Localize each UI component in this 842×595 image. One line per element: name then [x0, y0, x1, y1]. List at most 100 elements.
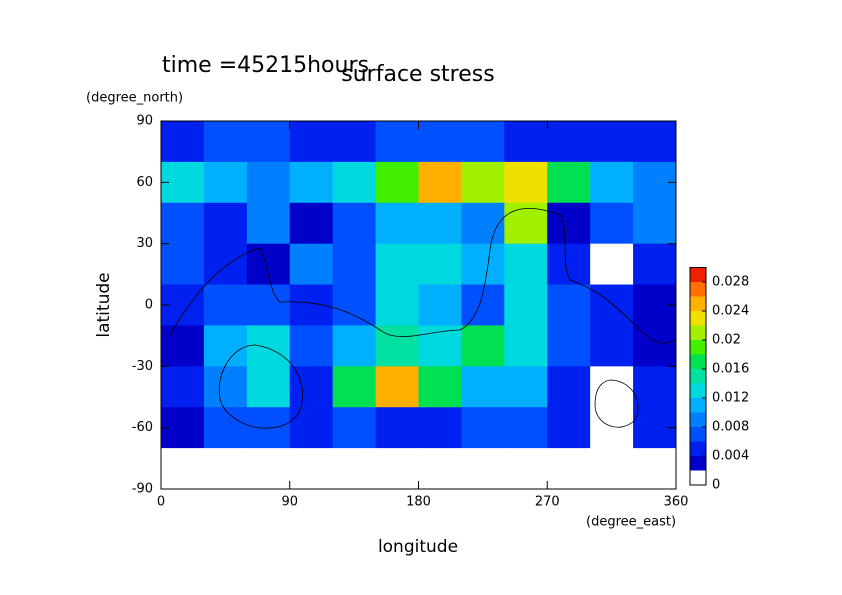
field-cell — [461, 325, 505, 367]
field-cell — [590, 325, 634, 367]
field-cell — [461, 202, 505, 245]
field-cell — [590, 448, 634, 490]
field-cell — [332, 121, 377, 163]
coastline — [594, 379, 639, 428]
field-cell — [161, 366, 205, 408]
field-cell — [418, 202, 462, 245]
field-cell — [332, 284, 377, 326]
field-cell — [590, 407, 634, 449]
y-tick-label: 90 — [136, 114, 153, 129]
field-cell — [332, 161, 377, 204]
field-cell — [375, 284, 419, 326]
field-cell — [246, 325, 291, 367]
x-tick-label: 180 — [406, 495, 431, 510]
field-cell — [375, 243, 419, 286]
field-cell — [203, 366, 248, 408]
field-cell — [633, 325, 677, 367]
field-cell — [161, 121, 205, 163]
field-cell — [547, 325, 591, 367]
y-tick-label: 0 — [145, 298, 153, 313]
field-cell — [590, 366, 634, 408]
field-cell — [289, 121, 334, 163]
field-cell — [461, 121, 505, 163]
y-tick-label: -90 — [132, 482, 153, 497]
colorbar-swatch — [690, 427, 706, 442]
field-cell — [418, 121, 462, 163]
colorbar-swatch — [690, 340, 706, 355]
field-cell — [289, 161, 334, 204]
colorbar-swatch — [690, 325, 706, 340]
field-cell — [504, 243, 548, 286]
field-cell — [590, 243, 634, 286]
field-cell — [504, 366, 548, 408]
coastline — [169, 208, 677, 344]
colorbar-swatch — [690, 470, 706, 485]
field-cell — [547, 121, 591, 163]
field-cell — [161, 325, 205, 367]
field-cell — [461, 161, 505, 204]
field-cell — [633, 243, 677, 286]
field-cell — [161, 243, 205, 286]
field-cell — [289, 243, 334, 286]
x-tick-label: 90 — [281, 495, 298, 510]
field-cell — [418, 366, 462, 408]
field-cell — [289, 448, 334, 490]
field-cell — [590, 284, 634, 326]
y-tick-label: -30 — [132, 359, 153, 374]
field-cell — [246, 284, 291, 326]
field-cell — [289, 407, 334, 449]
field-cell — [375, 161, 419, 204]
field-cell — [203, 243, 248, 286]
colorbar-frame — [689, 267, 707, 486]
field-cell — [375, 121, 419, 163]
field-cell — [547, 448, 591, 490]
field-cell — [547, 366, 591, 408]
field-cell — [547, 161, 591, 204]
field-cell — [246, 366, 291, 408]
colorbar-tick-label: 0.024 — [712, 304, 749, 319]
field-cell — [547, 202, 591, 245]
field-cell — [504, 325, 548, 367]
y-tick-label: -60 — [132, 420, 153, 435]
field-cell — [504, 448, 548, 490]
field-cell — [332, 202, 377, 245]
x-tick-label: 360 — [664, 495, 689, 510]
field-cell — [246, 121, 291, 163]
colorbar-swatch — [690, 456, 706, 471]
colorbar-swatch — [690, 296, 706, 311]
field-cell — [418, 325, 462, 367]
field-cell — [289, 284, 334, 326]
field-cell — [633, 366, 677, 408]
x-tick-label: 0 — [157, 495, 165, 510]
colorbar-swatch — [690, 383, 706, 398]
colorbar-tick-label: 0.016 — [712, 362, 749, 377]
colorbar-tick-label: 0.028 — [712, 275, 749, 290]
field-cell — [289, 366, 334, 408]
field-cell — [418, 448, 462, 490]
field-cell — [332, 366, 377, 408]
field-cell — [547, 284, 591, 326]
field-cell — [547, 243, 591, 286]
field-cell — [375, 202, 419, 245]
field-cell — [246, 202, 291, 245]
y-tick-label: 60 — [136, 175, 153, 190]
colorbar-tick-label: 0.004 — [712, 449, 749, 464]
field-cell — [461, 366, 505, 408]
field-cell — [633, 121, 677, 163]
field-cell — [590, 202, 634, 245]
colorbar-swatch — [690, 398, 706, 413]
field-cell — [418, 243, 462, 286]
field-cell — [418, 161, 462, 204]
x-tick-label: 270 — [535, 495, 560, 510]
field-cell — [332, 325, 377, 367]
x-axis-label: longitude — [378, 537, 458, 557]
colorbar-swatch — [690, 267, 706, 282]
field-cell — [375, 366, 419, 408]
y-axis-label: latitude — [94, 272, 114, 337]
field-cell — [375, 325, 419, 367]
field-cell — [418, 284, 462, 326]
field-cell — [547, 407, 591, 449]
field-cell — [203, 325, 248, 367]
field-cell — [161, 202, 205, 245]
